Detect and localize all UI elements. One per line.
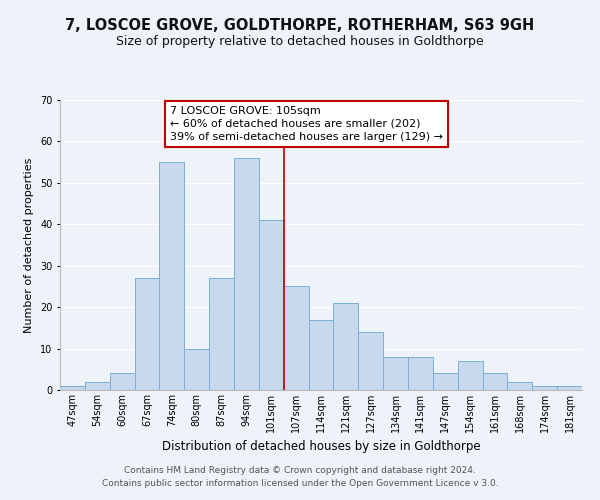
X-axis label: Distribution of detached houses by size in Goldthorpe: Distribution of detached houses by size …	[161, 440, 481, 454]
Bar	[482, 374, 508, 390]
Bar	[358, 332, 383, 390]
Text: Contains HM Land Registry data © Crown copyright and database right 2024.
Contai: Contains HM Land Registry data © Crown c…	[101, 466, 499, 487]
Text: 7 LOSCOE GROVE: 105sqm
← 60% of detached houses are smaller (202)
39% of semi-de: 7 LOSCOE GROVE: 105sqm ← 60% of detached…	[170, 106, 443, 142]
Bar	[134, 278, 160, 390]
Bar	[308, 320, 334, 390]
Bar	[383, 357, 408, 390]
Bar	[408, 357, 433, 390]
Text: 7, LOSCOE GROVE, GOLDTHORPE, ROTHERHAM, S63 9GH: 7, LOSCOE GROVE, GOLDTHORPE, ROTHERHAM, …	[65, 18, 535, 32]
Bar	[110, 374, 134, 390]
Bar	[160, 162, 184, 390]
Bar	[284, 286, 308, 390]
Bar	[557, 386, 582, 390]
Bar	[458, 361, 482, 390]
Bar	[209, 278, 234, 390]
Bar	[60, 386, 85, 390]
Bar	[532, 386, 557, 390]
Bar	[184, 348, 209, 390]
Bar	[508, 382, 532, 390]
Bar	[234, 158, 259, 390]
Text: Size of property relative to detached houses in Goldthorpe: Size of property relative to detached ho…	[116, 35, 484, 48]
Bar	[259, 220, 284, 390]
Bar	[85, 382, 110, 390]
Bar	[433, 374, 458, 390]
Bar	[334, 303, 358, 390]
Y-axis label: Number of detached properties: Number of detached properties	[25, 158, 34, 332]
